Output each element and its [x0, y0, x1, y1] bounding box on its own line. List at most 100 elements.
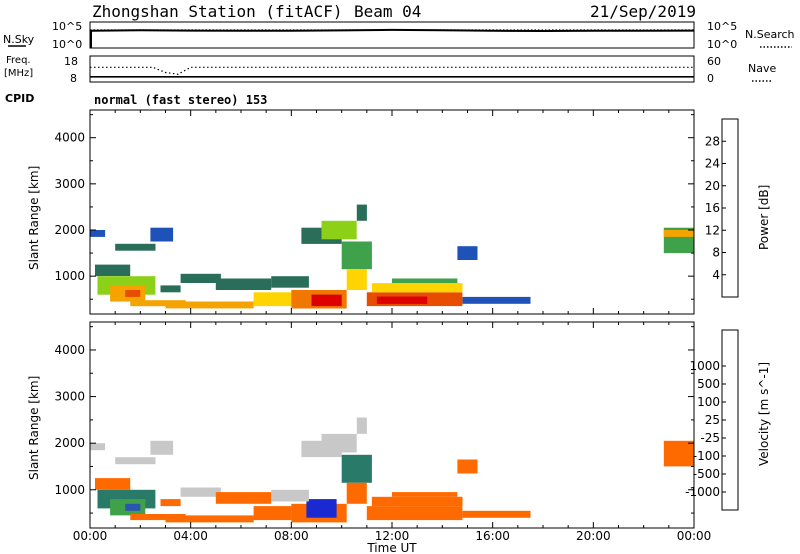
power-colorbar-tick-label: 12 [705, 223, 720, 237]
cpid-label: CPID [5, 92, 34, 105]
velocity-cell [457, 459, 478, 474]
velocity-cell [215, 492, 272, 504]
power-cell [165, 301, 254, 309]
time-tick-label: 16:00 [475, 529, 510, 543]
power-cell [376, 296, 428, 304]
velocity-marks [90, 417, 694, 523]
time-tick-label: 04:00 [173, 529, 208, 543]
time-tick-label: 12:00 [375, 529, 410, 543]
power-cell [457, 246, 478, 260]
power-cell [180, 273, 221, 283]
velocity-cell [150, 440, 174, 455]
power-axes: 1000 2000 3000 4000 [54, 110, 695, 314]
noise-marks [89, 28, 695, 48]
power-y-tick-label: 1000 [54, 269, 85, 283]
time-tick-label: 00:00 [677, 529, 712, 543]
velocity-colorbar-tick-label: -1000 [685, 485, 720, 499]
power-marks [90, 204, 694, 309]
power-colorbar-tick-label: 4 [712, 268, 720, 282]
velocity-cell [341, 454, 372, 483]
velocity-colorbar-tick-label: -100 [693, 449, 720, 463]
power-y-tick-label: 2000 [54, 223, 85, 237]
velocity-colorbar-tick-label: -25 [700, 431, 720, 445]
velocity-cell [371, 496, 463, 507]
velocity-axes: 1000 2000 3000 4000 [54, 322, 695, 528]
power-cell [341, 241, 372, 270]
velocity-y-tick-label: 3000 [54, 390, 85, 404]
power-cell [90, 230, 106, 237]
nave-tick-top: 60 [707, 55, 721, 68]
power-cell [346, 269, 367, 290]
freq-marks [90, 66, 694, 78]
beam-label: Beam 04 [354, 2, 421, 21]
power-colorbar-tick-label: 20 [705, 179, 720, 193]
velocity-colorbar-tick-label: -500 [693, 467, 720, 481]
velocity-colorbar-tick-label: 100 [697, 395, 720, 409]
noise-left-tick-bottom: 10^0 [52, 38, 82, 51]
power-cell [150, 227, 174, 242]
velocity-cell [125, 503, 141, 511]
time-tick-labels: 00:00 04:00 08:00 12:00 16:00 20:00 00:00 [73, 529, 712, 543]
velocity-cell [271, 489, 309, 502]
power-cell [663, 230, 694, 237]
velocity-cell [160, 499, 181, 507]
freq-series-1 [90, 66, 694, 75]
station-title: Zhongshan Station (fitACF) [92, 2, 342, 21]
velocity-colorbar: -1000 -500 -100 -25 25 100 500 1000 [685, 329, 739, 511]
noise-right-tick-top: 10^5 [707, 20, 737, 33]
power-colorbar: 4 8 12 16 20 24 28 [705, 118, 739, 298]
power-cell [130, 300, 186, 307]
nave-label: Nave [748, 62, 776, 75]
cpid-text: normal (fast stereo) 153 [94, 93, 267, 107]
date-label: 21/Sep/2019 [590, 2, 696, 21]
noise-right-tick-bottom: 10^0 [707, 38, 737, 51]
power-colorbar-tick-label: 16 [705, 201, 720, 215]
freq-label-line2: [MHz] [4, 68, 33, 79]
noise-right-label: N.Search [745, 28, 795, 41]
time-tick-label: 00:00 [73, 529, 108, 543]
velocity-cell [115, 457, 156, 465]
power-cell [321, 220, 357, 240]
velocity-y-tick-label: 1000 [54, 483, 85, 497]
power-panel: 1000 2000 3000 4000 Slant Range [km] [27, 109, 695, 315]
power-y-tick-label: 4000 [54, 131, 85, 145]
power-cell [392, 278, 458, 284]
freq-panel-frame [89, 55, 695, 83]
power-colorbar-tick-label: 28 [705, 134, 720, 148]
freq-label-line1: Freq. [6, 55, 31, 66]
velocity-cell [356, 417, 367, 434]
velocity-cell [95, 478, 131, 490]
velocity-panel: 1000 2000 3000 4000 Slant Range [km] [27, 321, 695, 529]
power-cell [271, 276, 309, 288]
power-cell [115, 243, 156, 251]
velocity-colorbar-tick-label: 25 [705, 413, 720, 427]
power-cell [462, 296, 531, 304]
freq-tick-bottom: 8 [70, 72, 77, 85]
velocity-cell [392, 492, 458, 497]
velocity-colorbar-label: Velocity [m s^-1] [757, 362, 771, 466]
power-colorbar-tick-label: 24 [705, 157, 720, 171]
velocity-cell [321, 433, 357, 453]
velocity-cell [253, 506, 292, 521]
power-colorbar-label: Power [dB] [757, 185, 771, 250]
velocity-cell [346, 482, 367, 504]
freq-panel: Freq. [MHz] 18 8 60 0 Nave CPID normal (… [4, 55, 776, 107]
velocity-colorbar-tick-label: 1000 [689, 359, 720, 373]
power-cell [356, 204, 367, 221]
x-axis-label: Time UT [366, 541, 417, 554]
velocity-cell [306, 499, 337, 518]
velocity-cell [90, 443, 106, 451]
velocity-cell [130, 514, 186, 521]
velocity-y-tick-label: 4000 [54, 343, 85, 357]
velocity-cell [180, 487, 221, 497]
noise-left-label: N.Sky [3, 33, 35, 46]
freq-tick-top: 18 [64, 55, 78, 68]
noise-left-tick-top: 10^5 [52, 20, 82, 33]
power-cell [253, 292, 292, 307]
velocity-colorbar-tick-label: 500 [697, 377, 720, 391]
power-cell [371, 283, 463, 293]
power-cell [311, 294, 342, 307]
velocity-cell [462, 510, 531, 518]
time-tick-label: 08:00 [274, 529, 309, 543]
